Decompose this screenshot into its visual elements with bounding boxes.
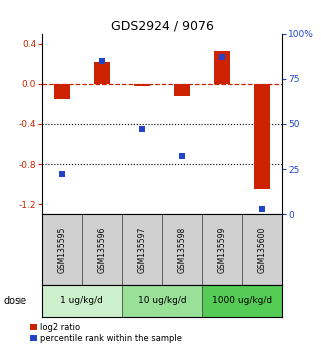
Bar [254,84,270,189]
Text: dose: dose [3,296,26,306]
Bar [94,62,110,84]
Bar [122,214,162,285]
Bar [134,84,150,86]
Text: GSM135600: GSM135600 [258,226,267,273]
Text: 1 ug/kg/d: 1 ug/kg/d [60,296,103,306]
Bar [54,84,70,99]
Bar [122,285,202,317]
Legend: log2 ratio, percentile rank within the sample: log2 ratio, percentile rank within the s… [30,323,182,343]
Text: GSM135596: GSM135596 [97,226,107,273]
Text: 10 ug/kg/d: 10 ug/kg/d [138,296,187,306]
Bar [202,285,282,317]
Text: GSM135598: GSM135598 [178,227,187,273]
Text: GSM135597: GSM135597 [137,226,147,273]
Bar [42,285,122,317]
Bar [202,214,242,285]
Text: GSM135599: GSM135599 [218,226,227,273]
Text: 1000 ug/kg/d: 1000 ug/kg/d [212,296,273,306]
Bar [42,214,82,285]
Bar [162,214,202,285]
Bar [214,51,230,84]
Title: GDS2924 / 9076: GDS2924 / 9076 [111,19,213,33]
Text: ▶: ▶ [19,296,26,306]
Text: GSM135595: GSM135595 [57,226,66,273]
Bar [82,214,122,285]
Bar [174,84,190,96]
Bar [242,214,282,285]
